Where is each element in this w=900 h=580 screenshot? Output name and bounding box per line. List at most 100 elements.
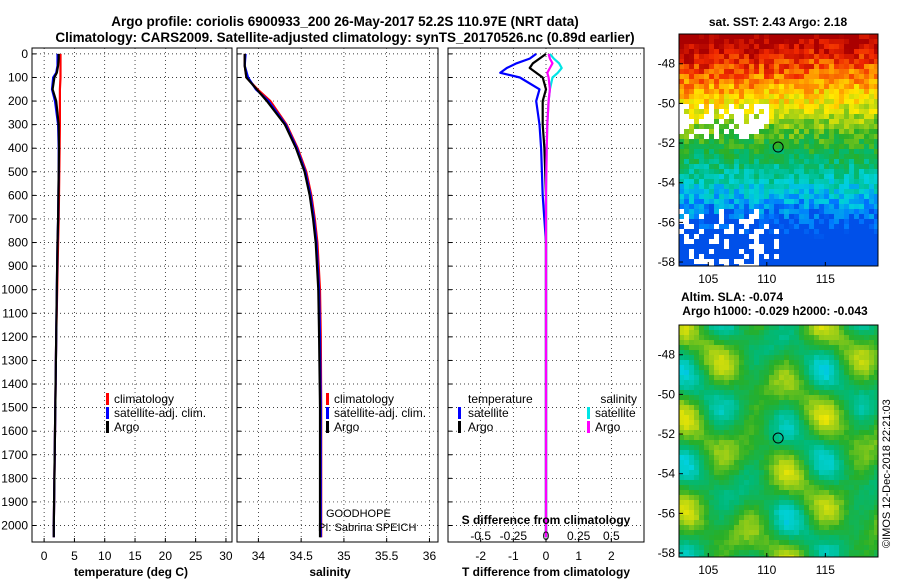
heatmap-cell: [839, 525, 845, 531]
heatmap-cell: [849, 435, 855, 441]
heatmap-cell: [684, 370, 690, 376]
heatmap-cell: [704, 144, 710, 150]
heatmap-cell: [689, 159, 695, 165]
heatmap-cell: [779, 425, 785, 431]
heatmap-cell: [794, 485, 800, 491]
heatmap-cell: [864, 430, 870, 436]
heatmap-cell: [829, 505, 835, 511]
heatmap-cell: [709, 39, 715, 45]
heatmap-cell: [764, 385, 770, 391]
heatmap-cell: [699, 380, 705, 386]
heatmap-cell: [784, 475, 790, 481]
heatmap-cell: [739, 435, 745, 441]
heatmap-cell: [864, 169, 870, 175]
heatmap-cell: [764, 395, 770, 401]
heatmap-cell: [734, 515, 740, 521]
heatmap-cell: [874, 139, 878, 145]
heatmap-cell: [809, 455, 815, 461]
heatmap-cell: [679, 540, 685, 546]
heatmap-cell: [814, 430, 820, 436]
heatmap-cell: [729, 435, 735, 441]
heatmap-cell: [679, 74, 685, 80]
heatmap-cell: [814, 104, 820, 110]
heatmap-cell: [734, 510, 740, 516]
heatmap-cell: [869, 480, 875, 486]
heatmap-cell: [869, 169, 875, 175]
heatmap-cell: [694, 229, 700, 235]
heatmap-cell: [799, 415, 805, 421]
heatmap-cell: [829, 194, 835, 200]
heatmap-cell: [744, 470, 750, 476]
heatmap-cell: [759, 415, 765, 421]
heatmap-cell: [839, 214, 845, 220]
heatmap-cell: [854, 535, 860, 541]
heatmap-cell: [774, 495, 780, 501]
heatmap-cell: [749, 179, 755, 185]
heatmap-cell: [704, 345, 710, 351]
heatmap-cell: [849, 59, 855, 65]
heatmap-cell: [704, 154, 710, 160]
heatmap-cell: [779, 550, 785, 556]
heatmap-cell: [849, 204, 855, 210]
heatmap-cell: [789, 530, 795, 536]
heatmap-cell: [704, 515, 710, 521]
heatmap-cell: [754, 189, 760, 195]
heatmap-cell: [704, 254, 710, 260]
heatmap-cell: [799, 400, 805, 406]
heatmap-cell: [759, 335, 765, 341]
heatmap-cell: [849, 330, 855, 336]
heatmap-cell: [839, 239, 845, 245]
heatmap-cell: [769, 355, 775, 361]
heatmap-cell: [799, 89, 805, 95]
heatmap-cell: [849, 84, 855, 90]
heatmap-cell: [679, 64, 685, 70]
heatmap-cell: [719, 39, 725, 45]
heatmap-cell: [844, 189, 850, 195]
legend-argo: Argo: [334, 420, 360, 434]
heatmap-cell: [869, 164, 875, 170]
heatmap-cell: [709, 119, 715, 125]
heatmap-cell: [844, 540, 850, 546]
heatmap-cell: [689, 535, 695, 541]
heatmap-cell: [814, 415, 820, 421]
heatmap-cell: [734, 410, 740, 416]
heatmap-cell: [824, 79, 830, 85]
heatmap-cell: [799, 370, 805, 376]
heatmap-cell: [724, 465, 730, 471]
heatmap-cell: [839, 229, 845, 235]
heatmap-cell: [849, 49, 855, 55]
heatmap-cell: [834, 330, 840, 336]
heatmap-cell: [694, 385, 700, 391]
heatmap-cell: [854, 124, 860, 130]
heatmap-cell: [689, 99, 695, 105]
heatmap-cell: [834, 249, 840, 255]
heatmap-cell: [789, 355, 795, 361]
heatmap-cell: [784, 89, 790, 95]
heatmap-cell: [714, 184, 720, 190]
heatmap-cell: [869, 64, 875, 70]
heatmap-cell: [849, 425, 855, 431]
heatmap-cell: [774, 194, 780, 200]
heatmap-cell: [824, 440, 830, 446]
heatmap-cell: [699, 259, 705, 265]
heatmap-cell: [764, 480, 770, 486]
temperature-axes: [31, 47, 233, 543]
heatmap-cell: [724, 385, 730, 391]
heatmap-cell: [854, 144, 860, 150]
heatmap-cell: [794, 149, 800, 155]
heatmap-cell: [839, 475, 845, 481]
heatmap-cell: [724, 154, 730, 160]
heatmap-cell: [744, 79, 750, 85]
heatmap-cell: [684, 495, 690, 501]
heatmap-cell: [764, 99, 770, 105]
heatmap-cell: [684, 264, 690, 266]
heatmap-cell: [759, 380, 765, 386]
heatmap-cell: [799, 365, 805, 371]
heatmap-cell: [709, 149, 715, 155]
heatmap-cell: [729, 219, 735, 225]
heatmap-cell: [794, 99, 800, 105]
heatmap-cell: [714, 44, 720, 50]
heatmap-cell: [804, 335, 810, 341]
heatmap-cell: [844, 330, 850, 336]
heatmap-cell: [844, 179, 850, 185]
